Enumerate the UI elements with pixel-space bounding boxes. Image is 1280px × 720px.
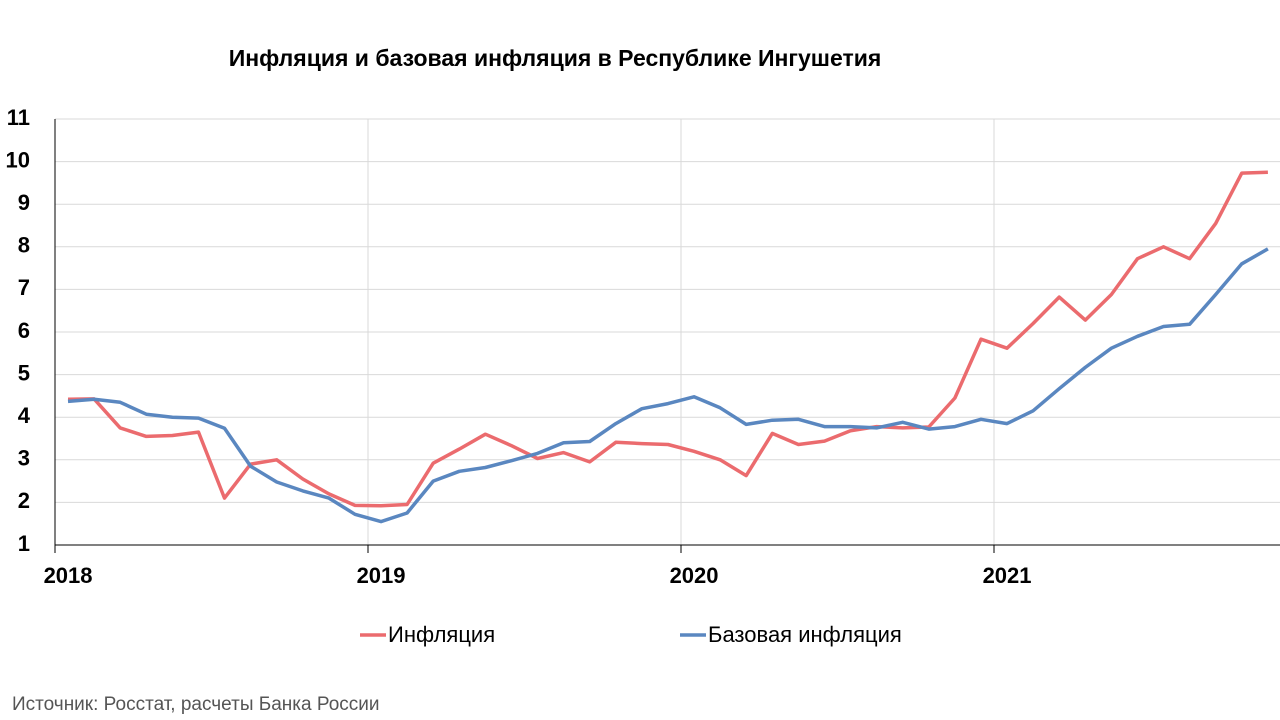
x-tick-label: 2019 [357,563,406,588]
y-tick-label: 9 [18,190,30,215]
y-tick-label: 7 [18,275,30,300]
y-tick-label: 3 [18,446,30,471]
y-tick-label: 10 [6,147,30,172]
y-tick-label: 5 [18,360,30,385]
series-line [67,247,1269,524]
y-tick-label: 8 [18,233,30,258]
x-tick-label: 2021 [983,563,1032,588]
legend-label: Базовая инфляция [708,622,902,647]
chart-title: Инфляция и базовая инфляция в Республике… [229,45,882,71]
y-tick-label: 11 [7,105,30,130]
y-tick-label: 2 [18,488,30,513]
x-tick-label: 2020 [670,563,719,588]
series-line [67,170,1268,508]
y-tick-label: 4 [18,403,31,428]
legend-label: Инфляция [388,622,495,647]
y-tick-label: 1 [18,531,30,556]
x-tick-label: 2018 [44,563,93,588]
y-tick-label: 6 [18,318,30,343]
source-note: Источник: Росстат, расчеты Банка России [12,694,380,715]
